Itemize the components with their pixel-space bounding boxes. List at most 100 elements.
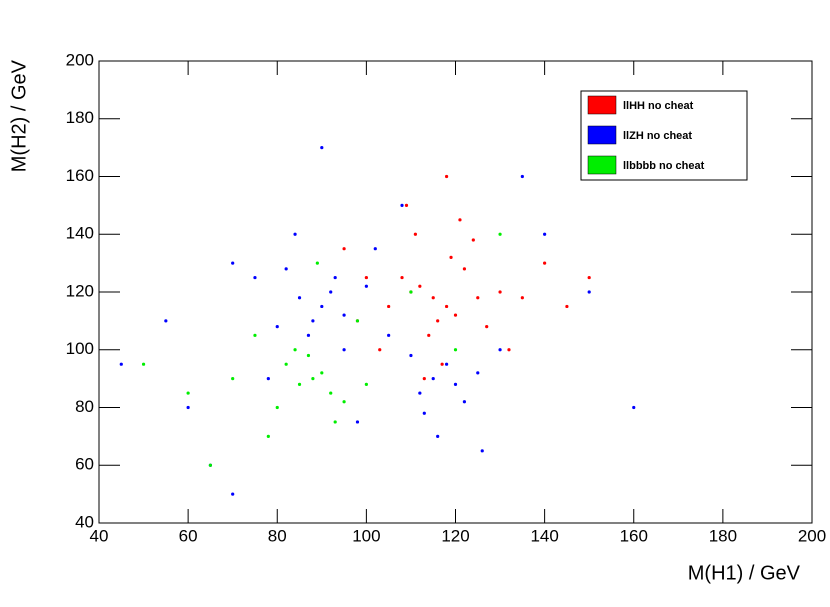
point [320,146,324,150]
point [453,348,458,352]
point [431,377,435,381]
point [543,232,547,236]
y-tick-label: 120 [66,281,94,300]
point [364,275,368,280]
point [422,411,426,415]
point [444,304,449,309]
point [306,353,311,358]
point [315,261,319,265]
y-tick-label: 60 [75,455,94,474]
point [436,434,440,438]
point [498,232,502,236]
legend-label: llbbbb no cheat [623,160,705,172]
point [186,405,190,410]
point [253,333,257,337]
point [587,290,591,294]
point [342,400,346,404]
point [311,319,315,323]
point [507,348,511,352]
point [632,405,636,410]
point [119,362,123,366]
point [284,362,288,366]
point [333,275,337,280]
point [462,267,467,271]
point [231,492,235,496]
point [329,391,333,395]
x-tick-label: 120 [441,526,469,545]
point [293,348,297,352]
point [364,284,368,288]
point [186,391,190,395]
point [409,290,413,294]
point [400,203,404,207]
x-tick-label: 40 [90,526,109,545]
legend-label: llZH no cheat [623,130,692,142]
y-tick-label: 180 [66,108,94,127]
point [333,420,337,424]
x-tick-label: 200 [798,526,826,545]
y-tick-label: 80 [75,397,94,416]
point [306,333,311,337]
point [355,420,360,424]
point [498,348,502,352]
y-tick-label: 140 [66,224,94,243]
point [404,203,409,207]
point [320,371,324,375]
point [342,313,346,317]
point [480,449,484,453]
point [476,296,480,300]
y-tick-label: 160 [66,166,94,185]
point [462,400,467,404]
point [449,255,453,259]
legend-swatch [587,125,617,145]
point [427,333,431,337]
legend-swatch [587,95,617,115]
point [208,463,213,467]
point [275,325,279,329]
point [453,382,458,386]
point [431,296,435,300]
point [141,362,146,366]
point [418,284,422,288]
x-tick-label: 60 [179,526,198,545]
x-tick-label: 100 [352,526,380,545]
point [164,319,168,323]
point [422,377,426,381]
point [293,232,297,236]
point [387,304,391,309]
point [485,325,489,329]
point [565,304,569,309]
point [266,377,270,381]
point [320,304,324,309]
point [297,296,302,300]
point [476,371,480,375]
point [444,174,449,179]
point [311,377,315,381]
point [418,391,422,395]
point [400,275,404,280]
y-tick-label: 200 [66,50,94,69]
point [253,275,257,280]
point [355,319,360,323]
y-tick-label: 100 [66,339,94,358]
point [413,232,417,236]
point [364,382,368,386]
point [471,238,475,242]
x-tick-label: 140 [530,526,558,545]
point [342,247,346,251]
point [409,353,413,358]
legend-swatch [587,155,617,175]
point [231,377,235,381]
point [378,348,382,352]
y-axis-label: M(H2) / GeV [8,59,30,172]
point [458,218,462,222]
point [520,296,524,300]
point [275,405,279,410]
point [587,275,591,280]
point [436,319,440,323]
point [520,174,524,179]
point [440,362,444,366]
point [342,348,346,352]
